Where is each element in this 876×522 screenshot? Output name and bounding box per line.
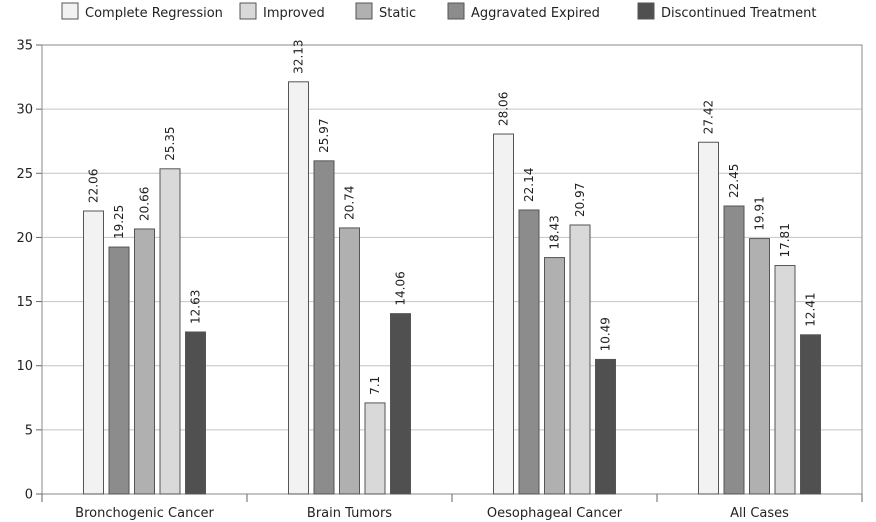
bar xyxy=(159,168,181,495)
y-axis: 0 5 10 15 20 25 30 35 xyxy=(16,39,863,503)
data-label: 14.06 xyxy=(394,271,408,305)
legend-item: Discontinued Treatment xyxy=(637,2,816,21)
legend-item: Complete Regression xyxy=(61,2,223,21)
bar xyxy=(595,358,616,495)
y-tick-label: 20 xyxy=(16,231,33,246)
bar xyxy=(108,246,130,495)
data-label: 17.81 xyxy=(778,223,792,257)
legend-label: Improved xyxy=(263,6,325,21)
data-label: 28.06 xyxy=(497,92,511,126)
x-tick-label: All Cases xyxy=(730,506,789,521)
legend-item: Static xyxy=(355,2,416,21)
bar xyxy=(134,228,155,495)
bar xyxy=(288,81,309,495)
data-label: 7.1 xyxy=(368,376,382,395)
legend-swatch xyxy=(355,2,373,20)
data-label: 25.35 xyxy=(163,126,177,160)
data-label: 22.14 xyxy=(522,168,536,202)
data-label: 25.97 xyxy=(317,118,331,152)
bar xyxy=(544,257,565,495)
bar xyxy=(390,313,411,495)
x-tick-label: Brain Tumors xyxy=(307,506,392,521)
data-label: 10.49 xyxy=(599,317,613,351)
bar xyxy=(723,205,745,495)
legend: Complete Regression Improved Static Aggrava… xyxy=(61,2,816,21)
bar xyxy=(749,238,770,495)
legend-label: Static xyxy=(379,6,416,21)
data-label: 19.25 xyxy=(112,205,126,239)
bar xyxy=(569,224,591,495)
legend-label: Discontinued Treatment xyxy=(661,6,816,21)
data-label: 18.43 xyxy=(548,215,562,249)
bar xyxy=(493,133,514,495)
bar xyxy=(339,227,360,495)
data-label: 12.63 xyxy=(189,290,203,324)
bar xyxy=(83,210,104,495)
data-label: 20.97 xyxy=(573,183,587,217)
y-tick-label: 15 xyxy=(16,295,33,310)
bar xyxy=(800,334,821,495)
bar xyxy=(774,265,796,495)
x-tick-label: Oesophageal Cancer xyxy=(487,506,623,521)
y-tick-label: 30 xyxy=(16,103,33,118)
legend-swatch xyxy=(239,2,257,20)
data-label: 20.74 xyxy=(343,186,357,220)
legend-label: Complete Regression xyxy=(85,6,223,21)
y-tick-label: 35 xyxy=(16,39,33,54)
data-label: 12.41 xyxy=(804,292,818,326)
legend-swatch xyxy=(637,2,655,20)
legend-item: Aggravated Expired xyxy=(447,2,600,21)
legend-label: Aggravated Expired xyxy=(471,6,600,21)
bar xyxy=(185,331,206,495)
legend-swatch xyxy=(61,2,79,20)
data-label: 22.06 xyxy=(87,169,101,203)
data-label: 22.45 xyxy=(727,164,741,198)
y-tick-label: 0 xyxy=(25,488,33,503)
data-label: 27.42 xyxy=(702,100,716,134)
x-tick-label: Bronchogenic Cancer xyxy=(75,506,214,521)
bar xyxy=(364,402,386,495)
x-axis: Bronchogenic Cancer Brain Tumors Oesophage… xyxy=(41,494,863,521)
bars xyxy=(83,81,821,495)
y-tick-label: 5 xyxy=(25,423,33,438)
legend-swatch xyxy=(447,2,465,20)
bar xyxy=(313,160,335,495)
data-labels: 22.06 19.25 20.66 25.35 12.63 32.13 25.97 20.74… xyxy=(87,39,818,394)
y-tick-label: 25 xyxy=(16,167,33,182)
data-label: 20.66 xyxy=(138,187,152,221)
legend-item: Improved xyxy=(239,2,325,21)
data-label: 19.91 xyxy=(753,196,767,230)
bar xyxy=(698,141,719,495)
data-label: 32.13 xyxy=(292,39,306,73)
bar xyxy=(518,209,540,495)
y-tick-label: 10 xyxy=(16,359,33,374)
